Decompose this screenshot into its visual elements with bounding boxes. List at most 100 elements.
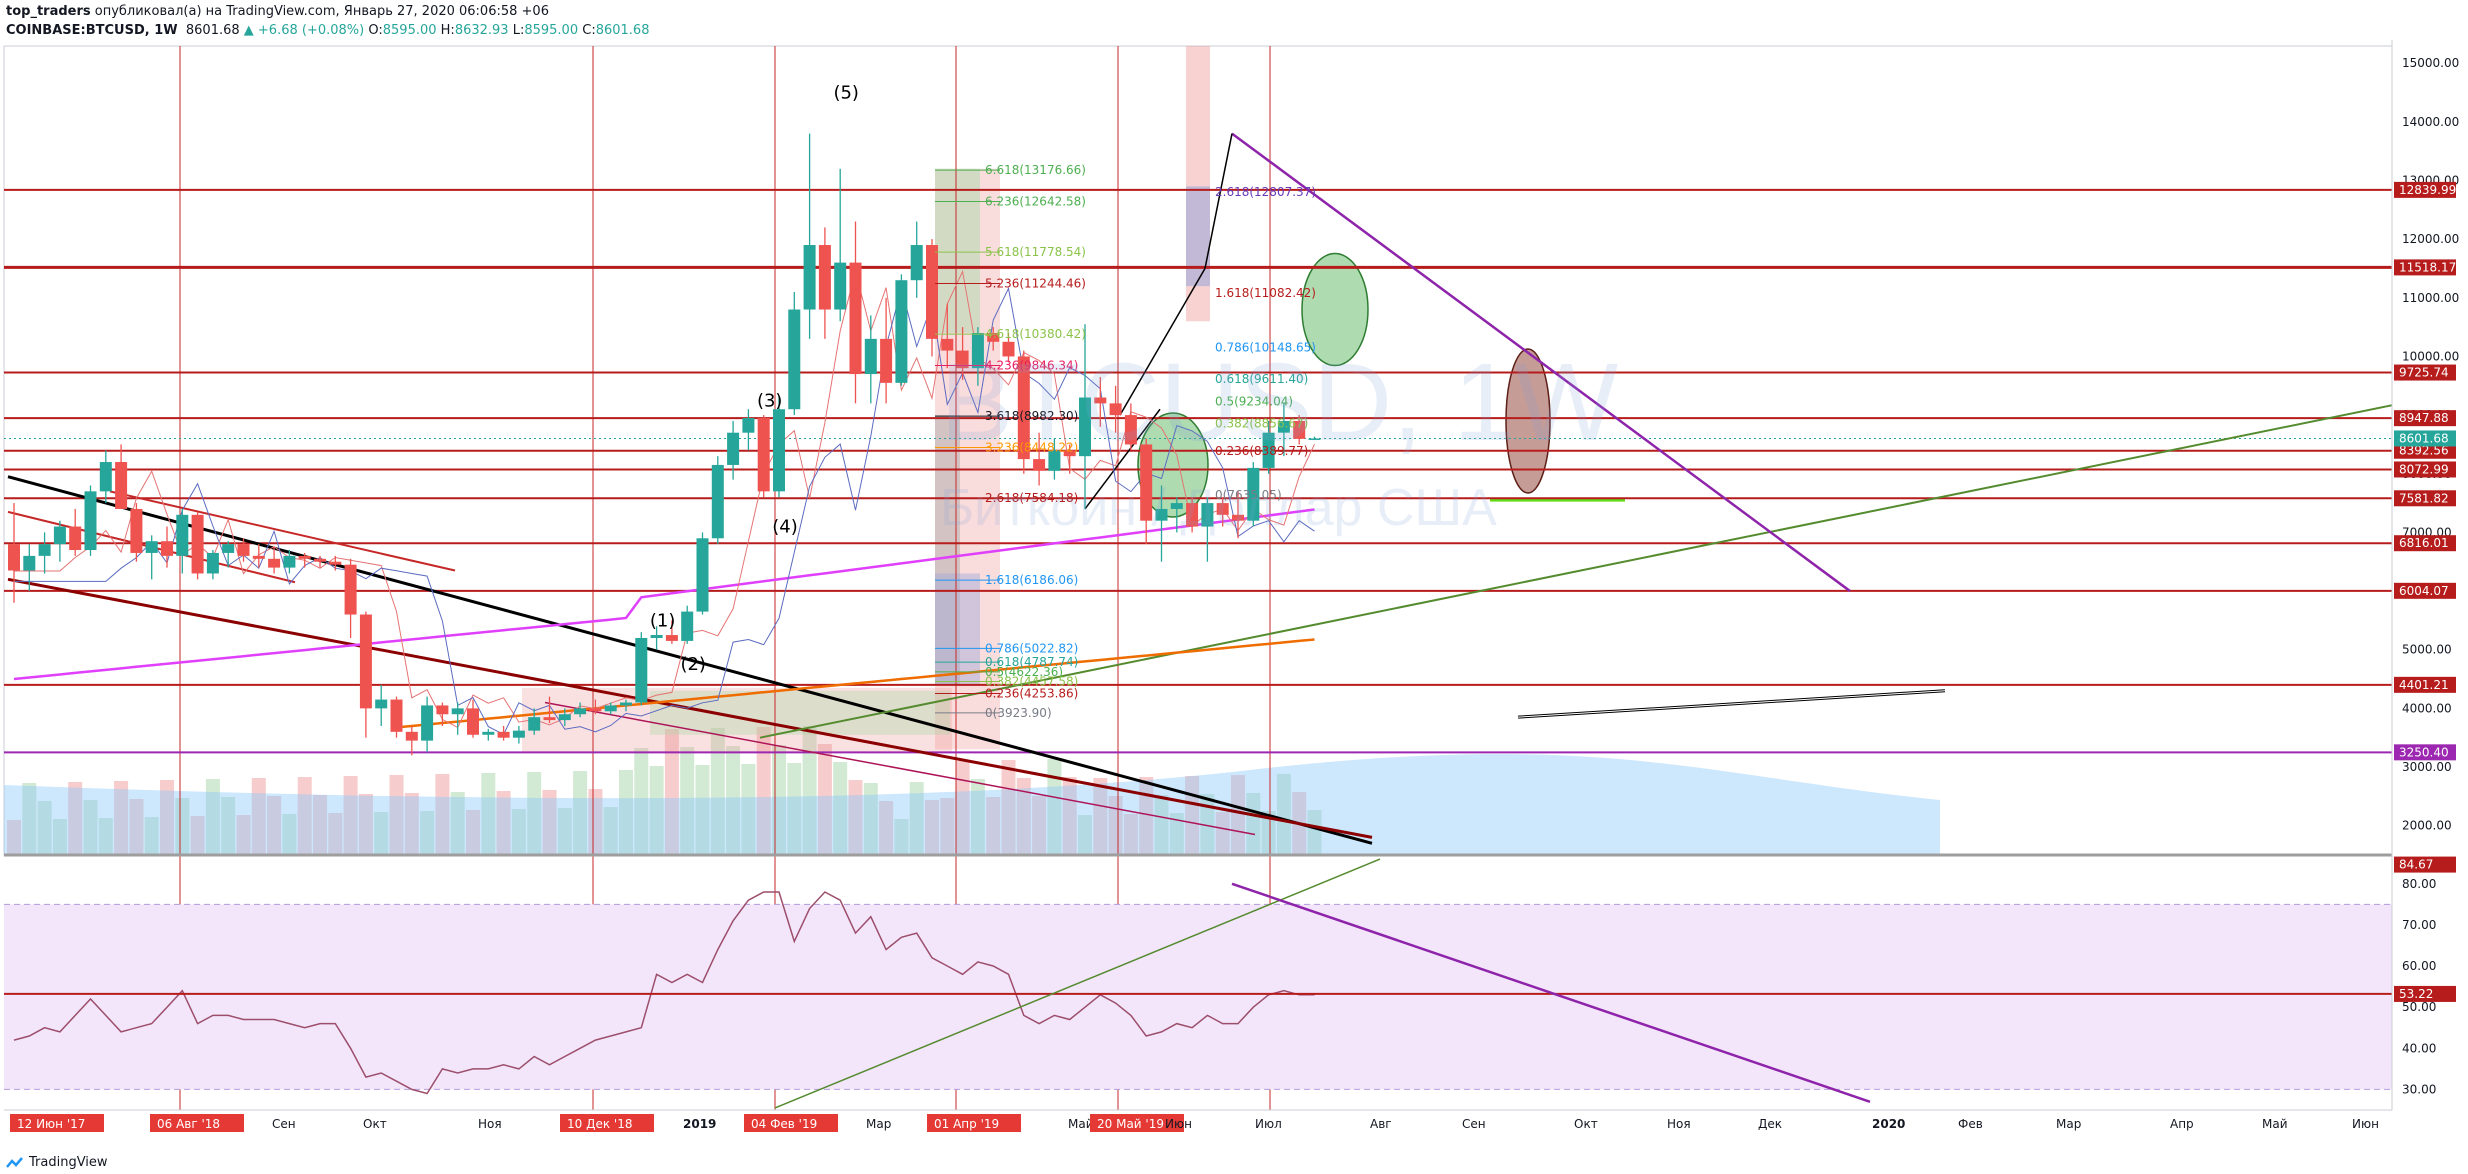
time-label: Ноя xyxy=(478,1117,502,1131)
wave-label: (5) xyxy=(833,82,859,103)
time-label: Июн xyxy=(1165,1117,1192,1131)
candle xyxy=(742,409,755,451)
fib-ext-label: 0.786(5022.82) xyxy=(985,641,1078,655)
price-chart[interactable]: 6.618(13176.66) 6.236(12642.58) 5.618(1177… xyxy=(0,40,2468,1150)
candle-body xyxy=(512,730,525,738)
candle xyxy=(1277,403,1290,457)
candle-body xyxy=(1033,459,1046,471)
time-label-highlight xyxy=(744,1114,838,1132)
volume-bar xyxy=(1001,760,1016,855)
time-label: Сен xyxy=(272,1117,296,1131)
volume-bar xyxy=(634,748,649,855)
time-label: 2019 xyxy=(683,1117,716,1131)
volume-ma-area xyxy=(4,754,1940,855)
candle-body xyxy=(834,262,847,310)
volume-bar xyxy=(236,815,251,855)
price-tag-label: 6004.07 xyxy=(2399,584,2449,598)
candle xyxy=(971,327,984,386)
fib-ext-label: 2.618(7584.18) xyxy=(985,491,1078,505)
volume-bar xyxy=(450,792,465,855)
candle xyxy=(344,558,357,638)
fib-ret-label: 2.618(12807.37) xyxy=(1215,185,1316,199)
price-tag xyxy=(2394,856,2456,873)
candle xyxy=(451,702,464,735)
volume-bar xyxy=(267,796,282,855)
fib-ret-label: 0.382(8856.67) xyxy=(1215,417,1308,431)
candle xyxy=(161,526,173,568)
volume-bar xyxy=(1062,777,1077,855)
candle-body xyxy=(99,462,112,492)
volume-bar xyxy=(129,799,144,855)
symbol-label[interactable]: COINBASE:BTCUSD, 1W xyxy=(6,23,178,38)
candle xyxy=(1048,438,1061,480)
time-label-highlight xyxy=(150,1114,244,1132)
volume-bar xyxy=(879,801,894,855)
candle xyxy=(512,725,525,744)
candle xyxy=(665,620,678,644)
fib-ext-label: 0.382(4457.58) xyxy=(985,675,1078,689)
price-tag-label: 84.67 xyxy=(2399,858,2433,872)
candle-body xyxy=(1247,467,1260,521)
watermark-desc: Биткоин / Доллар США xyxy=(940,479,1497,537)
volume-bar xyxy=(710,728,725,855)
volume-bar xyxy=(496,791,511,855)
candle xyxy=(237,538,250,562)
volume-bar xyxy=(573,771,588,855)
candle-body xyxy=(115,462,128,509)
wave-2-leg xyxy=(1084,408,1161,510)
wave-label: (2) xyxy=(680,654,706,675)
candle xyxy=(589,699,602,715)
candle-body xyxy=(910,245,923,281)
volume-bar xyxy=(221,797,236,855)
candle xyxy=(864,315,877,404)
time-label: 12 Июн '17 xyxy=(17,1117,85,1131)
volume-bar xyxy=(1047,759,1062,855)
candle xyxy=(421,696,434,753)
candle xyxy=(895,274,908,386)
candle-body xyxy=(161,541,173,556)
candle-body xyxy=(191,514,204,574)
price-tag-label: 8392.56 xyxy=(2399,444,2449,458)
publisher-line: top_traders опубликовал(а) на TradingVie… xyxy=(6,2,649,21)
volume-bar xyxy=(833,762,848,855)
candle-body xyxy=(757,418,770,492)
wedge-upper xyxy=(1231,132,1851,593)
candle-body xyxy=(1094,397,1107,404)
candle xyxy=(773,397,785,498)
time-label: 04 Фев '19 xyxy=(751,1117,817,1131)
candle-body xyxy=(8,544,20,571)
candle-body xyxy=(788,309,801,410)
price-tag xyxy=(2394,364,2456,381)
candle-body xyxy=(206,552,219,574)
price-tag-label: 11518.17 xyxy=(2399,260,2456,274)
price-tag-label: 8601.68 xyxy=(2399,431,2449,445)
fib-labels: 6.618(13176.66) 6.236(12642.58) 5.618(1177… xyxy=(650,82,1316,719)
candle-body xyxy=(451,708,464,715)
volume-bar xyxy=(557,808,572,855)
volume-bar xyxy=(22,783,37,855)
publisher-name[interactable]: top_traders xyxy=(6,4,91,19)
volume-bar xyxy=(894,819,909,855)
price-tick: 4000.00 xyxy=(2402,701,2452,715)
candle-body xyxy=(1232,514,1244,521)
candle xyxy=(956,327,969,380)
price-tick: 11000.00 xyxy=(2402,291,2459,305)
axis-bg xyxy=(2392,40,2468,1110)
candle xyxy=(1109,385,1122,433)
fib-ext-label: 3.236(8448.22) xyxy=(985,440,1078,454)
candle xyxy=(1201,497,1214,562)
volume-bar xyxy=(1215,812,1230,855)
price-tick: 2000.00 xyxy=(2402,819,2452,833)
low-value: 8595.00 xyxy=(524,23,579,38)
fib-ret-label: 0.618(9611.40) xyxy=(1215,372,1308,386)
candle xyxy=(1124,403,1137,451)
price-change: ▲ +6.68 (+0.08%) xyxy=(243,23,365,38)
volume-bar xyxy=(1016,778,1031,855)
footer-brand[interactable]: TradingView xyxy=(29,1155,108,1170)
candle-body xyxy=(268,558,281,568)
price-tag-label: 6816.01 xyxy=(2399,536,2449,550)
candle xyxy=(528,708,541,735)
time-label: Мар xyxy=(866,1117,891,1131)
volume-bar xyxy=(7,820,21,855)
candle-body xyxy=(1201,503,1214,527)
